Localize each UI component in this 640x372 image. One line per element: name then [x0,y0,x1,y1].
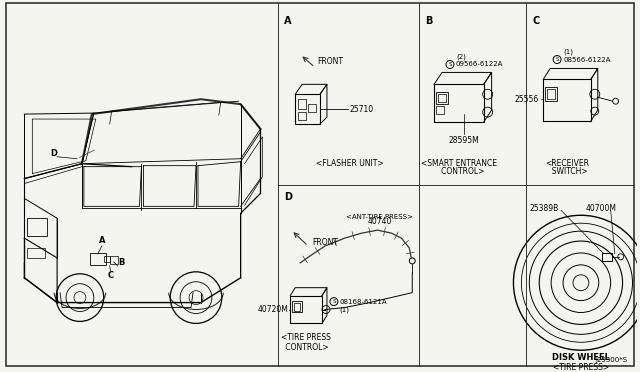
Text: <FLASHER UNIT>: <FLASHER UNIT> [316,159,383,168]
Text: S: S [448,62,452,67]
Bar [434,84,484,122]
Text: 08168-6121A: 08168-6121A [340,299,387,305]
Bar [294,302,300,311]
Bar [298,99,306,109]
Bar [28,248,45,258]
Text: <ANT-TIRE PRESS>: <ANT-TIRE PRESS> [346,214,413,220]
Text: 40700M: 40700M [586,204,617,213]
Text: D: D [50,149,57,158]
Bar [295,94,320,124]
Bar [90,253,106,265]
Bar [547,89,555,99]
Bar [109,256,118,264]
Text: A: A [99,235,105,244]
Text: 25389B: 25389B [529,204,559,213]
Bar [438,94,446,102]
Text: S: S [556,57,559,62]
Text: <TIRE PRESS>: <TIRE PRESS> [553,363,609,372]
Text: J25300*S: J25300*S [596,357,628,363]
Text: C: C [532,16,540,26]
Bar [28,218,47,236]
Bar [545,87,557,101]
Text: (1): (1) [563,48,573,55]
Text: FRONT: FRONT [312,238,338,247]
Text: <RECEIVER: <RECEIVER [545,159,589,168]
Text: DISK WHEEL: DISK WHEEL [552,353,610,362]
Bar [436,106,444,114]
Text: SWITCH>: SWITCH> [547,167,588,176]
Text: C: C [108,271,114,280]
Text: 40740: 40740 [367,217,392,226]
Bar [308,104,316,112]
Text: D: D [284,192,292,202]
Text: A: A [284,16,292,26]
Text: <TIRE PRESS: <TIRE PRESS [281,333,331,342]
Bar [292,301,302,312]
Text: 09566-6122A: 09566-6122A [456,61,503,67]
Text: 25710: 25710 [350,105,374,113]
Text: CONTROL>: CONTROL> [284,343,329,352]
Bar [436,92,448,104]
Bar [290,296,322,323]
Text: (2): (2) [456,53,466,60]
Bar [602,253,612,261]
Text: 28595M: 28595M [449,136,480,145]
Text: 40720M: 40720M [257,305,288,314]
Text: CONTROL>: CONTROL> [434,167,484,176]
Text: 25556: 25556 [515,95,540,104]
Text: B: B [425,16,433,26]
Text: FRONT: FRONT [317,57,343,66]
Bar [104,256,109,262]
Text: B: B [118,259,125,267]
Text: (1): (1) [340,306,350,313]
Text: 08566-6122A: 08566-6122A [563,57,611,62]
Text: S: S [332,299,335,304]
Bar [298,112,306,120]
Bar [543,79,591,121]
Text: <SMART ENTRANCE: <SMART ENTRANCE [421,159,497,168]
